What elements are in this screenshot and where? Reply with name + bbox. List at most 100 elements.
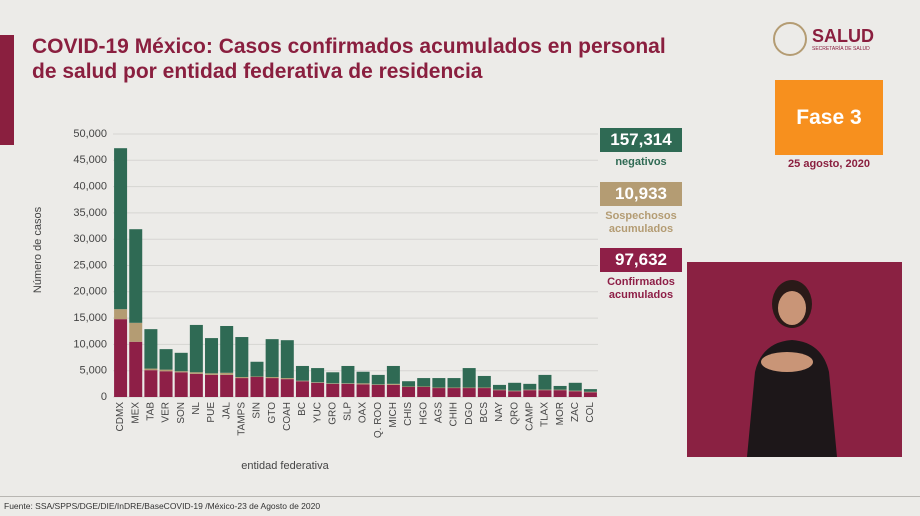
bar-segment bbox=[553, 390, 567, 397]
bar-segment bbox=[174, 371, 188, 373]
bar-segment bbox=[159, 349, 173, 370]
bar-segment bbox=[235, 377, 249, 379]
x-tick-label: NAY bbox=[494, 402, 505, 422]
bar-segment bbox=[356, 383, 370, 385]
x-tick-label: CDMX bbox=[115, 402, 126, 432]
y-axis-label: Número de casos bbox=[32, 206, 44, 293]
summary-total: 97,632 bbox=[600, 248, 682, 272]
logo-emblem bbox=[773, 22, 807, 56]
x-tick-label: TLAX bbox=[540, 402, 551, 427]
x-tick-label: Q. ROO bbox=[373, 402, 384, 438]
bar-segment bbox=[523, 389, 537, 391]
bar-segment bbox=[295, 365, 309, 381]
y-tick-label: 20,000 bbox=[73, 286, 107, 298]
x-tick-label: YUC bbox=[312, 402, 323, 423]
bar-segment bbox=[189, 324, 203, 373]
bar-segment bbox=[341, 365, 355, 384]
bar-segment bbox=[129, 322, 143, 342]
bar-segment bbox=[280, 379, 294, 397]
bar-segment bbox=[326, 372, 340, 384]
bar-segment bbox=[386, 365, 400, 384]
interpreter-video bbox=[687, 262, 902, 457]
x-tick-label: COL bbox=[585, 402, 596, 423]
y-tick-label: 35,000 bbox=[73, 207, 107, 219]
bar-segment bbox=[205, 374, 219, 397]
bar-segment bbox=[402, 386, 416, 388]
x-tick-label: GRO bbox=[327, 402, 338, 425]
x-tick-label: HGO bbox=[418, 402, 429, 425]
x-tick-label: CHIH bbox=[449, 402, 460, 426]
y-tick-label: 45,000 bbox=[73, 154, 107, 166]
bar-segment bbox=[356, 371, 370, 384]
bar-segment bbox=[508, 390, 522, 392]
bar-segment bbox=[114, 319, 128, 397]
legend-label: Sospechosos acumulados bbox=[605, 210, 677, 235]
bar-segment bbox=[538, 390, 552, 397]
bar-segment bbox=[159, 369, 173, 372]
x-tick-label: JAL bbox=[221, 402, 232, 420]
y-tick-label: 15,000 bbox=[73, 312, 107, 324]
bar-segment bbox=[508, 391, 522, 397]
bar-segment bbox=[477, 375, 491, 388]
x-tick-label: CHIS bbox=[403, 402, 414, 426]
x-axis-label: entidad federativa bbox=[241, 460, 329, 472]
bar-segment bbox=[250, 376, 264, 378]
bar-segment bbox=[508, 382, 522, 391]
x-tick-label: MICH bbox=[388, 402, 399, 428]
bar-segment bbox=[235, 378, 249, 397]
bar-segment bbox=[220, 372, 234, 375]
y-tick-label: 40,000 bbox=[73, 181, 107, 193]
bar-segment bbox=[265, 339, 279, 378]
bar-segment bbox=[311, 382, 325, 383]
x-tick-label: MOR bbox=[555, 402, 566, 425]
x-tick-label: AGS bbox=[434, 402, 445, 423]
x-tick-label: COAH bbox=[282, 402, 293, 431]
bar-segment bbox=[583, 391, 597, 393]
x-tick-label: VER bbox=[161, 402, 172, 423]
x-tick-label: DGO bbox=[464, 402, 475, 425]
bar-segment bbox=[568, 391, 582, 397]
bar-segment bbox=[462, 387, 476, 389]
bar-segment bbox=[553, 385, 567, 390]
phase-badge: Fase 3 bbox=[775, 80, 883, 155]
bar-segment bbox=[250, 377, 264, 397]
bar-segment bbox=[477, 387, 491, 389]
summary-total: 157,314 bbox=[600, 128, 682, 152]
bar-segment bbox=[326, 383, 340, 384]
bar-segment bbox=[477, 388, 491, 397]
x-tick-label: SLP bbox=[343, 402, 354, 421]
bar-segment bbox=[402, 387, 416, 397]
x-tick-label: ZAC bbox=[570, 402, 581, 422]
bar-segment bbox=[205, 338, 219, 374]
bar-segment bbox=[189, 372, 203, 374]
bar-segment bbox=[492, 384, 506, 390]
bar-segment bbox=[432, 388, 446, 397]
accent-bar bbox=[0, 35, 14, 145]
bar-segment bbox=[220, 374, 234, 397]
bar-segment bbox=[371, 374, 385, 385]
bar-segment bbox=[386, 383, 400, 385]
bar-segment bbox=[311, 382, 325, 397]
x-tick-label: PUE bbox=[206, 402, 217, 423]
bar-segment bbox=[447, 387, 461, 389]
logo-subtext: SECRETARÍA DE SALUD bbox=[812, 46, 870, 52]
y-tick-label: 5,000 bbox=[79, 365, 107, 377]
bar-segment bbox=[265, 377, 279, 379]
bar-segment bbox=[265, 378, 279, 397]
footer-rule bbox=[0, 496, 920, 497]
bar-segment bbox=[432, 387, 446, 389]
bar-segment bbox=[553, 389, 567, 391]
bar-segment bbox=[523, 390, 537, 397]
bar-segment bbox=[295, 381, 309, 397]
bar-segment bbox=[129, 229, 143, 323]
legend-label: Confirmados acumulados bbox=[607, 276, 675, 301]
bar-segment bbox=[341, 383, 355, 397]
legend-label: negativos bbox=[615, 156, 667, 168]
bar-segment bbox=[205, 373, 219, 375]
y-tick-label: 0 bbox=[101, 391, 107, 403]
x-tick-label: SIN bbox=[252, 402, 263, 419]
bar-segment bbox=[311, 368, 325, 383]
bar-segment bbox=[189, 373, 203, 397]
bar-segment bbox=[144, 329, 158, 369]
